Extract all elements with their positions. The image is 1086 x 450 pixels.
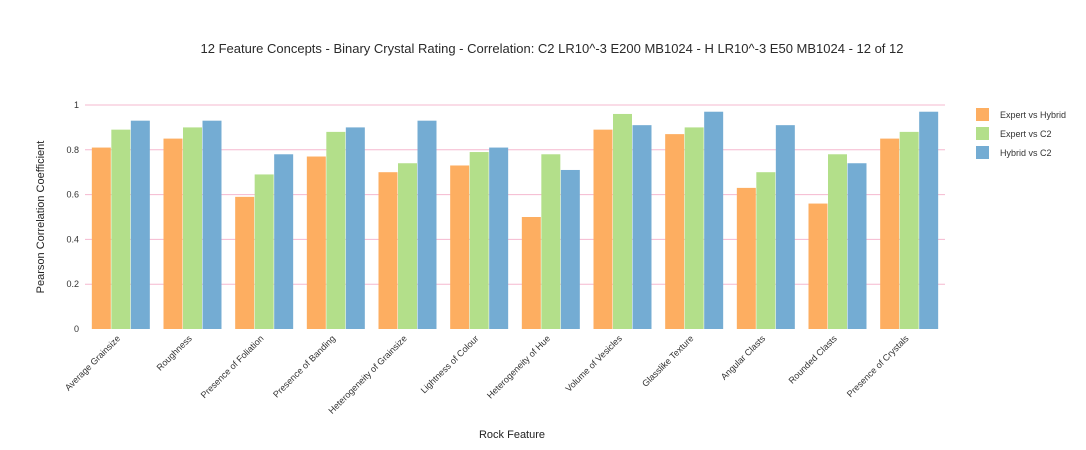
legend-swatch [976,146,989,159]
x-tick-label: Presence of Crystals [845,333,911,399]
bar-expert-vs-hybrid [665,134,685,329]
bar-hybrid-vs-c2 [847,163,867,329]
bar-expert-vs-c2 [111,129,131,329]
bar-expert-vs-hybrid [521,217,541,329]
x-tick-label: Roughness [155,333,195,373]
bar-expert-vs-c2 [684,127,704,330]
y-tick-label: 0.6 [66,190,79,200]
x-tick-label: Lightness of Colour [419,333,481,395]
y-axis-title: Pearson Correlation Coefficient [35,141,47,294]
y-tick-label: 0.2 [66,279,79,289]
bar-hybrid-vs-c2 [632,125,652,329]
bar-expert-vs-c2 [899,131,919,329]
bar-expert-vs-c2 [326,131,346,329]
x-tick-labels: Average Grainsize Roughness Presence of Fo… [63,333,911,416]
x-tick-label: Glasslike Texture [640,333,695,388]
legend-label: Hybrid vs C2 [1000,148,1052,158]
x-tick-label: Presence of Banding [271,333,337,399]
y-tick-label: 1 [74,100,79,110]
bar-expert-vs-hybrid [593,129,613,329]
bar-expert-vs-hybrid [163,138,183,329]
bar-hybrid-vs-c2 [560,169,580,329]
bar-expert-vs-hybrid [736,187,756,329]
bar-expert-vs-c2 [756,172,776,329]
chart-title: 12 Feature Concepts - Binary Crystal Rat… [201,41,904,56]
bar-expert-vs-hybrid [91,147,111,329]
legend-swatch [976,108,989,121]
bar-expert-vs-hybrid [450,165,470,329]
legend-label: Expert vs Hybrid [1000,110,1066,120]
bar-hybrid-vs-c2 [775,125,795,329]
x-tick-label: Heterogeneity of Grainsize [326,333,408,415]
bar-hybrid-vs-c2 [704,111,724,329]
x-tick-label: Presence of Foliation [199,333,266,400]
bar-hybrid-vs-c2 [345,127,365,330]
bar-hybrid-vs-c2 [489,147,509,329]
bar-expert-vs-c2 [541,154,561,329]
x-tick-label: Angular Clasts [719,333,768,382]
bar-expert-vs-c2 [613,113,632,330]
bar-hybrid-vs-c2 [202,120,222,330]
x-axis-title: Rock Feature [479,429,545,441]
x-tick-label: Volume of Vesicles [563,333,624,394]
y-tick-labels: 0 0.2 0.4 0.6 0.8 1 [66,100,79,334]
bar-expert-vs-c2 [469,152,489,329]
bar-expert-vs-hybrid [880,138,900,329]
bar-hybrid-vs-c2 [274,154,294,329]
bar-expert-vs-c2 [398,163,417,329]
bar-expert-vs-c2 [183,127,202,330]
bar-hybrid-vs-c2 [130,120,150,330]
gridlines [85,104,945,285]
x-tick-label: Average Grainsize [63,333,122,392]
bars [91,111,939,330]
legend-swatch [976,127,989,140]
x-tick-label: Rounded Clasts [787,333,840,386]
y-tick-label: 0.4 [66,234,79,244]
bar-hybrid-vs-c2 [417,120,437,330]
bar-expert-vs-c2 [828,154,847,329]
bar-expert-vs-hybrid [235,196,255,329]
bar-expert-vs-hybrid [378,172,398,329]
legend-label: Expert vs C2 [1000,129,1052,139]
bar-expert-vs-c2 [254,174,274,329]
bar-expert-vs-hybrid [808,203,828,329]
y-tick-label: 0.8 [66,145,79,155]
bar-hybrid-vs-c2 [919,111,939,329]
bar-expert-vs-hybrid [306,156,326,329]
y-tick-label: 0 [74,324,79,334]
legend: Expert vs Hybrid Expert vs C2 Hybrid vs C2 [976,108,1066,159]
x-tick-label: Heterogeneity of Hue [485,333,552,400]
